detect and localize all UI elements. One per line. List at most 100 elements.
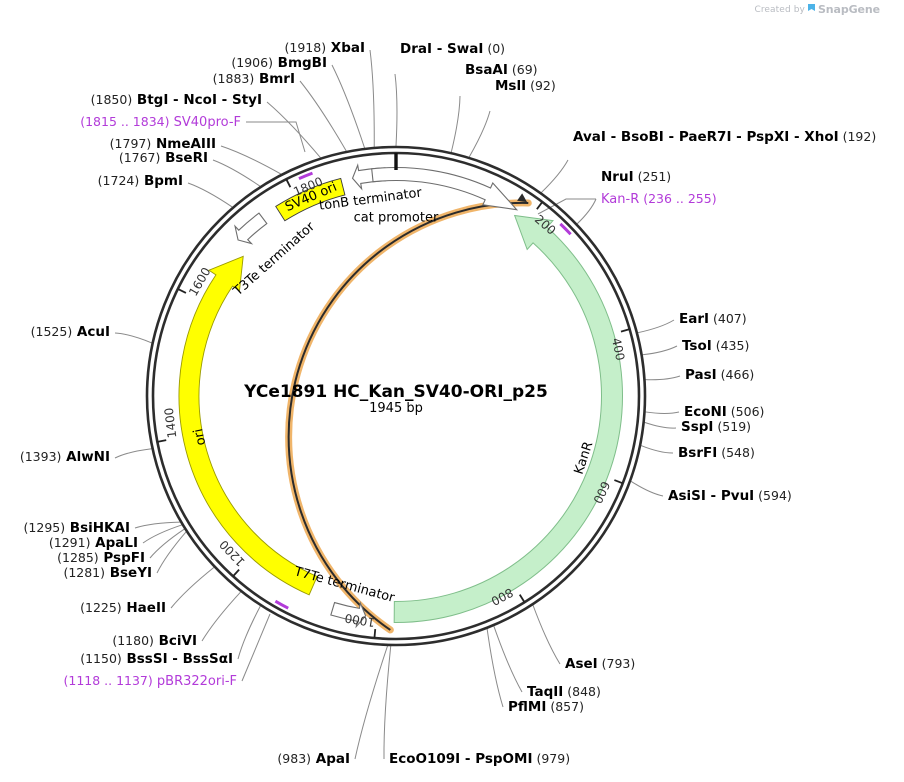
enzyme-label-msli[interactable]: MslI (92) [495, 78, 556, 94]
enzyme-name: TaqII [527, 684, 563, 700]
enzyme-name: AlwNI [61, 449, 110, 465]
enzyme-position: (857) [546, 699, 584, 714]
enzyme-separator: - [460, 751, 470, 767]
leader-pflmi [486, 628, 504, 708]
enzyme-label-text: EcoO109I - PspOMI (979) [389, 751, 570, 767]
enzyme-separator: - [217, 92, 227, 108]
enzyme-label-eari[interactable]: EarI (407) [679, 311, 747, 327]
primer-label-sv40-primer[interactable]: (1815 .. 1834) SV40pro-F [80, 114, 241, 130]
enzyme-label-bsihkai[interactable]: (1295) BsiHKAI [24, 520, 130, 536]
enzyme-label-ecoo109i[interactable]: EcoO109I - PspOMI (979) [389, 751, 570, 767]
leader-dra1-swa1 [394, 73, 398, 147]
enzyme-label-asisi-pvui[interactable]: AsiSI - PvuI (594) [668, 488, 792, 504]
leader-alwni [114, 448, 152, 459]
enzyme-label-bsssi[interactable]: (1150) BssSI - BssSαI [80, 651, 233, 667]
enzyme-label-bpmi[interactable]: (1724) BpmI [98, 173, 183, 189]
leader-pspfi [149, 528, 185, 559]
primer-range: (1118 .. 1137) [63, 673, 152, 688]
enzyme-label-pflmi[interactable]: PflMI (857) [508, 699, 584, 715]
enzyme-label-bmgbi[interactable]: (1906) BmgBI [231, 55, 327, 71]
enzyme-label-bcivi[interactable]: (1180) BciVI [112, 633, 197, 649]
enzyme-label-text: (1180) BciVI [112, 633, 197, 649]
enzyme-label-btgi-grp[interactable]: (1850) BtgI - NcoI - StyI [91, 92, 262, 108]
enzyme-separator: - [706, 488, 716, 504]
enzyme-label-bseyi[interactable]: (1281) BseYI [63, 565, 152, 581]
feature-sv40-ori[interactable] [275, 177, 346, 222]
primer-name: pBR322ori-F [153, 674, 237, 689]
enzyme-label-text: (983) ApaI [277, 751, 350, 767]
feature-kanr[interactable] [393, 214, 623, 623]
enzyme-label-text: (1906) BmgBI [231, 55, 327, 71]
enzyme-name: BsiHKAI [65, 520, 130, 536]
leader-asisi-pvui [630, 480, 664, 497]
feature-ori[interactable] [178, 255, 318, 596]
leader-kan-r [537, 198, 596, 215]
enzyme-name: NmeAIII [151, 136, 216, 152]
enzyme-label-bsaai[interactable]: BsaAI (69) [465, 62, 538, 78]
enzyme-label-text: (1918) XbaI [285, 40, 365, 56]
ruler-tick-label: 1400 [162, 407, 180, 439]
feature-t3te-terminator[interactable] [234, 212, 268, 245]
enzyme-label-pasi[interactable]: PasI (466) [685, 367, 754, 383]
enzyme-label-taqii[interactable]: TaqII (848) [527, 684, 601, 700]
primer-range: (236 .. 255) [639, 191, 716, 206]
enzyme-position: (1180) [112, 633, 154, 648]
primer-label-kanr-primer[interactable]: Kan-R (236 .. 255) [601, 191, 717, 207]
primer-mark-pbr322ori-f[interactable] [274, 599, 289, 610]
enzyme-label-acui[interactable]: (1525) AcuI [31, 324, 110, 340]
primer-mark-sv40pro-f[interactable] [298, 171, 314, 181]
enzyme-label-tsoi[interactable]: TsoI (435) [682, 338, 749, 354]
primer-mark-kan-r[interactable] [559, 222, 572, 236]
enzyme-separator: - [789, 129, 799, 145]
enzyme-label-haeii[interactable]: (1225) HaeII [80, 600, 166, 616]
features-group [178, 163, 623, 634]
backbone-group [145, 145, 647, 647]
enzyme-name: XhoI [800, 129, 839, 145]
page-title: YCe1891 HC_Kan_SV40-ORI_p25 [243, 382, 548, 402]
enzyme-label-text: (1393) AlwNI [20, 449, 110, 465]
enzyme-label-xbai[interactable]: (1918) XbaI [285, 40, 365, 56]
enzyme-label-text: DraI - SwaI (0) [400, 41, 505, 57]
enzyme-label-bsrfi[interactable]: BsrFI (548) [678, 445, 755, 461]
enzyme-label-nmeaiii[interactable]: (1797) NmeAIII [110, 136, 216, 152]
leader-nrui [576, 198, 597, 225]
enzyme-label-sspi[interactable]: SspI (519) [681, 419, 751, 435]
enzyme-label-apai[interactable]: (983) ApaI [277, 751, 350, 767]
enzyme-label-bseri[interactable]: (1767) BseRI [119, 150, 208, 166]
enzyme-label-dra1-swa1[interactable]: DraI - SwaI (0) [400, 41, 505, 57]
enzyme-position: (1393) [20, 449, 62, 464]
feature-cat-promoter[interactable] [371, 166, 519, 211]
enzyme-label-text: (1285) PspFI [57, 550, 145, 566]
leader-bsaai [450, 95, 461, 153]
enzyme-separator: - [664, 129, 674, 145]
ruler-tick [536, 201, 544, 210]
enzyme-label-econi[interactable]: EcoNI (506) [684, 404, 764, 420]
enzyme-label-avai-grp[interactable]: AvaI - BsoBI - PaeR7I - PspXI - XhoI (19… [573, 129, 876, 145]
feature-kanr-cds-arrowhead [517, 193, 528, 203]
enzyme-name: BssSI [122, 651, 168, 667]
leader-haeii [170, 566, 215, 609]
enzyme-position: (1285) [57, 550, 99, 565]
enzyme-name: NcoI [179, 92, 217, 108]
enzyme-label-nrui[interactable]: NruI (251) [601, 169, 671, 185]
feature-label-ori: ori [191, 427, 209, 447]
enzyme-label-text: (1724) BpmI [98, 173, 183, 189]
enzyme-label-text: (1797) NmeAIII [110, 136, 216, 152]
primer-label-pbr-primer[interactable]: (1118 .. 1137) pBR322ori-F [63, 673, 237, 689]
plasmid-length-label: 1945 bp [369, 401, 423, 416]
enzyme-label-alwni[interactable]: (1393) AlwNI [20, 449, 110, 465]
enzyme-name: PasI [685, 367, 717, 383]
enzyme-position: (192) [839, 129, 877, 144]
enzyme-label-text: SspI (519) [681, 419, 751, 435]
enzyme-label-apali[interactable]: (1291) ApaLI [49, 535, 138, 551]
primer-marks-group [274, 171, 572, 610]
enzyme-label-asei[interactable]: AseI (793) [565, 656, 635, 672]
feature-t7te-terminator[interactable] [330, 601, 367, 629]
enzyme-label-bmri[interactable]: (1883) BmrI [213, 71, 295, 87]
enzyme-label-pspfi[interactable]: (1285) PspFI [57, 550, 145, 566]
enzyme-label-text: (1850) BtgI - NcoI - StyI [91, 92, 262, 108]
enzyme-name: BseRI [160, 150, 208, 166]
enzyme-position: (1281) [63, 565, 105, 580]
leader-bseyi [156, 531, 187, 574]
